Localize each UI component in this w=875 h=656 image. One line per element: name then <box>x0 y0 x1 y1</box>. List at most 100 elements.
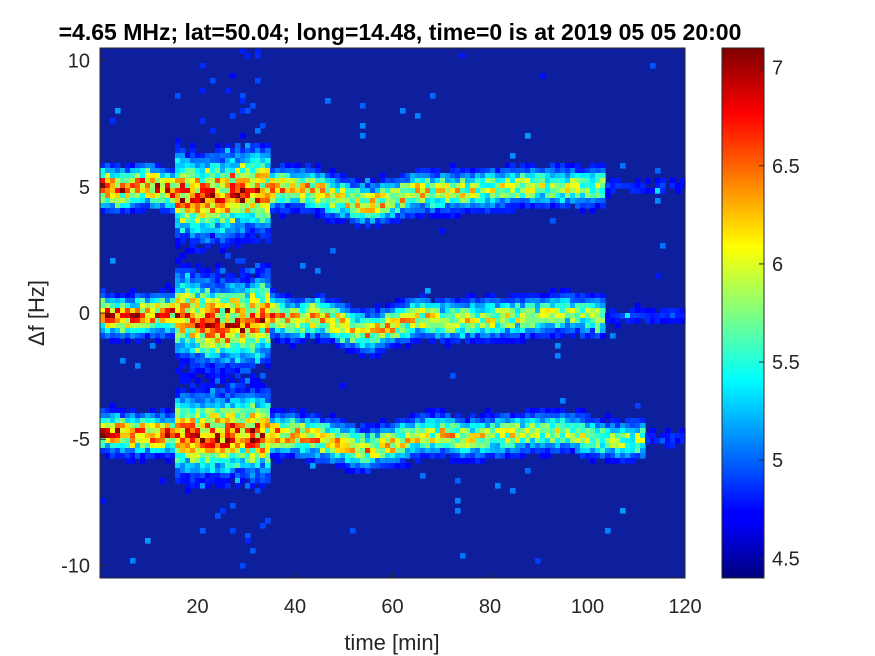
heatmap-cell <box>375 348 381 354</box>
heatmap-cell <box>440 303 446 309</box>
heatmap-cell <box>210 383 216 389</box>
heatmap-cell <box>670 318 676 324</box>
heatmap-cell <box>480 423 486 429</box>
heatmap-cell <box>125 423 131 429</box>
heatmap-cell <box>220 348 226 354</box>
heatmap-cell <box>270 313 276 319</box>
heatmap-cell <box>180 308 186 314</box>
heatmap-cell <box>425 178 431 184</box>
heatmap-cell <box>440 418 446 424</box>
heatmap-cell <box>235 393 241 399</box>
heatmap-cell <box>390 333 396 339</box>
heatmap-cell <box>370 178 376 184</box>
heatmap-cell <box>110 298 116 304</box>
heatmap-cell <box>465 168 471 174</box>
heatmap-cell <box>215 483 221 489</box>
heatmap-cell <box>435 168 441 174</box>
heatmap-cell <box>470 168 476 174</box>
heatmap-cell <box>280 413 286 419</box>
heatmap-cell <box>535 443 541 449</box>
heatmap-cell <box>565 313 571 319</box>
heatmap-cell <box>455 333 461 339</box>
heatmap-cell <box>225 413 231 419</box>
heatmap-cell <box>260 213 266 219</box>
heatmap-cell <box>260 233 266 239</box>
heatmap-cell <box>345 213 351 219</box>
heatmap-cell <box>100 178 106 184</box>
heatmap-cell <box>210 348 216 354</box>
heatmap-cell <box>225 393 231 399</box>
heatmap-cell <box>130 328 136 334</box>
heatmap-cell <box>450 213 456 219</box>
heatmap-cell <box>220 193 226 199</box>
heatmap-cell <box>330 338 336 344</box>
heatmap-cell <box>480 433 486 439</box>
heatmap-cell <box>480 428 486 434</box>
heatmap-cell <box>600 318 606 324</box>
heatmap-cell <box>180 473 186 479</box>
heatmap-cell <box>195 198 201 204</box>
heatmap-cell <box>610 178 616 184</box>
heatmap-cell <box>105 208 111 214</box>
heatmap-cell <box>505 323 511 329</box>
heatmap-cell <box>450 183 456 189</box>
x-tick-label: 60 <box>381 596 403 618</box>
heatmap-cell <box>215 188 221 194</box>
heatmap-cell <box>585 418 591 424</box>
heatmap-cell <box>225 288 231 294</box>
heatmap-cell <box>215 208 221 214</box>
heatmap-cell <box>280 168 286 174</box>
heatmap-cell <box>220 408 226 414</box>
heatmap-cell <box>230 378 236 384</box>
heatmap-cell <box>385 343 391 349</box>
heatmap-cell <box>130 178 136 184</box>
heatmap-cell <box>135 188 141 194</box>
heatmap-cell <box>385 458 391 464</box>
heatmap-cell <box>200 403 206 409</box>
heatmap-cell <box>380 203 386 209</box>
heatmap-cell <box>405 428 411 434</box>
heatmap-cell <box>240 423 246 429</box>
heatmap-cell <box>530 428 536 434</box>
heatmap-cell <box>310 168 316 174</box>
heatmap-cell <box>525 293 531 299</box>
heatmap-cell <box>580 178 586 184</box>
heatmap-cell <box>340 448 346 454</box>
heatmap-cell <box>165 203 171 209</box>
heatmap-cell <box>210 428 216 434</box>
heatmap-cell <box>560 433 566 439</box>
heatmap-cell <box>210 163 216 169</box>
heatmap-cell <box>115 328 121 334</box>
heatmap-cell <box>205 373 211 379</box>
heatmap-cell <box>435 448 441 454</box>
heatmap-cell <box>125 453 131 459</box>
heatmap-cell <box>150 408 156 414</box>
heatmap-cell <box>525 313 531 319</box>
heatmap-cell <box>440 298 446 304</box>
heatmap-cell <box>275 428 281 434</box>
heatmap-cell <box>265 413 271 419</box>
heatmap-cell <box>195 283 201 289</box>
heatmap-cell <box>150 313 156 319</box>
heatmap-cell <box>175 203 181 209</box>
heatmap-cell <box>225 323 231 329</box>
heatmap-cell <box>580 198 586 204</box>
heatmap-cell <box>660 313 666 319</box>
heatmap-cell <box>565 183 571 189</box>
heatmap-cell <box>295 418 301 424</box>
heatmap-cell <box>215 428 221 434</box>
heatmap-cell <box>180 393 186 399</box>
heatmap-cell <box>305 203 311 209</box>
heatmap-cell <box>200 208 206 214</box>
heatmap-cell <box>455 188 461 194</box>
heatmap-cell <box>505 443 511 449</box>
heatmap-cell <box>320 173 326 179</box>
heatmap-cell <box>255 263 261 269</box>
heatmap-cell <box>395 333 401 339</box>
heatmap-cell <box>225 278 231 284</box>
heatmap-cell <box>185 418 191 424</box>
heatmap-cell <box>590 188 596 194</box>
heatmap-cell <box>190 453 196 459</box>
heatmap-cell <box>650 433 656 439</box>
heatmap-cell <box>495 318 501 324</box>
